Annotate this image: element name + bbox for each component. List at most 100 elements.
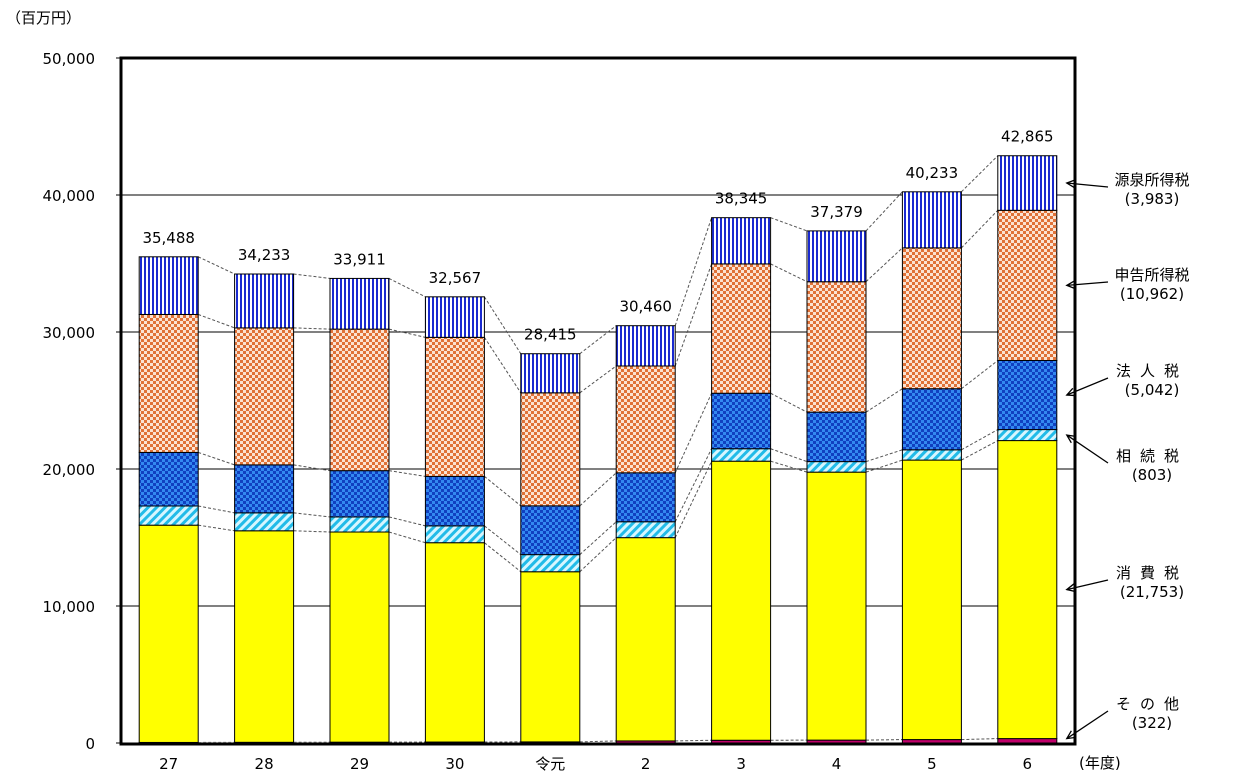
bar-segment-withholding: [329, 277, 390, 330]
x-unit-label: (年度): [1079, 754, 1121, 772]
x-tick-label: 3: [736, 755, 746, 773]
legend-value-other: (322): [1132, 714, 1172, 732]
connector-withholding: [293, 273, 331, 279]
bar-segment-withholding: [234, 273, 295, 329]
bar-segment-corporate: [520, 505, 581, 556]
bar-segment-self_assessed: [901, 247, 962, 390]
connector-consumption: [865, 459, 903, 473]
x-tick-label: 30: [445, 755, 464, 773]
total-label: 28,415: [524, 326, 577, 344]
legend-arrowhead: [1065, 583, 1076, 593]
legend-value-self_assessed: (10,962): [1120, 285, 1184, 303]
legend-arrowhead: [1065, 179, 1076, 189]
bar-segment-corporate: [234, 464, 295, 514]
connector-self_assessed: [770, 263, 808, 283]
connector-other: [579, 740, 617, 743]
bars: [138, 155, 1058, 744]
legend-value-inheritance: (803): [1132, 466, 1172, 484]
legend-name-corporate: 法人税: [1116, 362, 1188, 380]
total-label: 30,460: [619, 298, 672, 316]
connector-corporate: [674, 393, 713, 474]
legend-value-corporate: (5,042): [1125, 381, 1180, 399]
bar-segment-corporate: [424, 475, 485, 527]
x-axis-ticks: 27 28 29 30 令元 2 3 4 5 6: [159, 755, 1032, 773]
connector-self_assessed: [579, 365, 617, 394]
connector-consumption: [674, 460, 713, 538]
x-tick-label: 4: [832, 755, 842, 773]
bar-segment-consumption: [520, 571, 581, 743]
bar-segment-self_assessed: [997, 209, 1058, 361]
connector-inheritance: [579, 521, 617, 555]
connector-withholding: [674, 217, 713, 326]
bar-segment-inheritance: [711, 448, 772, 462]
connector-other: [865, 739, 903, 741]
bar-segment-self_assessed: [329, 328, 390, 472]
connector-other: [675, 739, 712, 742]
legend-name-consumption: 消費税: [1116, 564, 1188, 582]
legend-arrow-other: [1066, 710, 1109, 740]
connector-withholding: [770, 217, 808, 232]
connector-corporate: [865, 388, 903, 413]
total-label: 38,345: [715, 190, 768, 208]
connector-self_assessed: [865, 247, 903, 283]
connector-withholding: [579, 325, 617, 355]
connector-withholding: [483, 296, 522, 354]
bar-segment-corporate: [615, 472, 676, 523]
legend-arrowhead: [1065, 280, 1076, 290]
total-label: 32,567: [429, 269, 482, 287]
legend-arrowhead: [1065, 387, 1076, 397]
connector-consumption: [961, 440, 999, 461]
legend-value-withholding: (3,983): [1125, 190, 1180, 208]
connector-corporate: [961, 360, 999, 390]
y-tick-label: 50,000: [43, 50, 96, 68]
legend-name-withholding: 源泉所得税: [1114, 171, 1189, 189]
connector-other: [961, 738, 998, 741]
bar-segment-self_assessed: [615, 365, 676, 474]
bar-segment-inheritance: [424, 525, 485, 544]
bar-segment-self_assessed: [234, 327, 295, 466]
bar-segment-corporate: [997, 359, 1058, 431]
connector-withholding: [865, 191, 903, 232]
bar-segment-withholding: [806, 230, 867, 283]
connector-self_assessed: [483, 337, 522, 394]
x-tick-label: 6: [1023, 755, 1033, 773]
bar-segment-consumption: [424, 542, 485, 743]
bar-segment-consumption: [138, 524, 199, 743]
connector-consumption: [388, 531, 426, 544]
connector-inheritance: [674, 448, 713, 522]
connector-corporate: [579, 472, 617, 507]
legend-name-inheritance: 相続税: [1116, 447, 1188, 465]
bar-segment-withholding: [997, 155, 1058, 211]
legend-arrow-withholding: [1066, 182, 1109, 188]
connector-corporate: [388, 470, 426, 477]
legend-arrowhead: [1065, 730, 1076, 740]
legend-arrow-consumption: [1066, 579, 1109, 591]
bar-segment-inheritance: [138, 505, 199, 526]
total-labels: 35,488 34,233 33,911 32,567 28,415 30,460 38,3…: [142, 128, 1053, 344]
x-tick-label: 令元: [535, 755, 565, 773]
x-tick-label: 28: [255, 755, 274, 773]
connector-consumption: [293, 530, 331, 533]
x-tick-label: 2: [641, 755, 651, 773]
x-tick-label: 5: [927, 755, 937, 773]
bar-segment-consumption: [711, 460, 772, 741]
bar-segment-other: [997, 738, 1058, 744]
bar-segment-inheritance: [997, 429, 1058, 442]
bar-segment-self_assessed: [520, 392, 581, 507]
connector-withholding: [388, 277, 426, 298]
connector-corporate: [293, 464, 331, 472]
bar-segment-self_assessed: [138, 313, 199, 453]
legend-arrow-self_assessed: [1066, 281, 1109, 287]
connector-corporate: [198, 451, 235, 466]
y-tick-label: 40,000: [43, 187, 96, 205]
connector-inheritance: [865, 449, 903, 463]
connector-consumption: [770, 460, 808, 473]
total-label: 35,488: [142, 229, 195, 247]
bar-segment-consumption: [234, 530, 295, 743]
bar-segment-self_assessed: [806, 281, 867, 413]
bar-segment-consumption: [901, 459, 962, 741]
bar-segment-corporate: [711, 392, 772, 450]
y-tick-label: 0: [85, 735, 95, 753]
connector-withholding: [961, 155, 999, 193]
connector-consumption: [198, 524, 235, 532]
